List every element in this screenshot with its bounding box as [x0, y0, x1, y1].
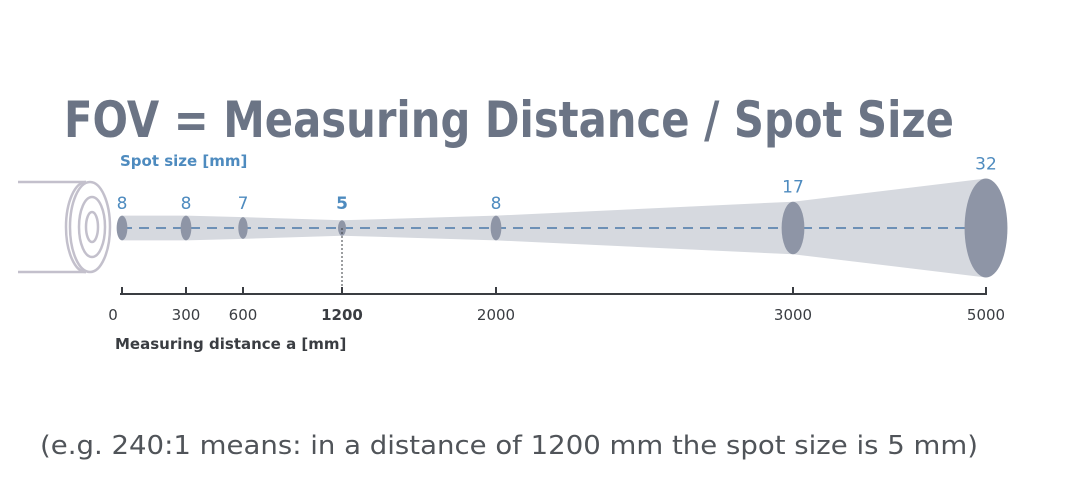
tick-label-5000: 5000	[967, 306, 1005, 324]
distance-axis-tick-labels: 0 300 600 1200 2000 3000 5000	[108, 306, 1005, 324]
diagram-title: FOV = Measuring Distance / Spot Size	[64, 91, 954, 149]
spot-label-2000: 8	[491, 194, 502, 214]
spot-ellipse-0	[116, 215, 128, 241]
example-caption: (e.g. 240:1 means: in a distance of 1200…	[40, 431, 978, 461]
spot-label-5000: 32	[975, 155, 997, 175]
spot-ellipse-600	[238, 217, 248, 239]
tick-label-600: 600	[229, 306, 258, 324]
spot-ellipse-2000	[490, 215, 502, 241]
spot-label-300: 8	[181, 194, 192, 214]
spot-size-labels: 8 8 7 5 8 17 32	[117, 155, 997, 214]
spot-ellipse-5000	[964, 178, 1008, 278]
spot-ellipse-3000	[781, 201, 805, 255]
spot-ellipse-300	[180, 215, 192, 241]
spot-label-0: 8	[117, 194, 128, 214]
tick-label-300: 300	[172, 306, 201, 324]
tick-label-2000: 2000	[477, 306, 515, 324]
sensor-lens-icon	[18, 180, 112, 274]
distance-axis-ticks	[121, 287, 987, 294]
tick-label-0: 0	[108, 306, 118, 324]
spot-ellipses	[116, 178, 1008, 278]
spot-label-600: 7	[238, 194, 249, 214]
spot-label-3000: 17	[782, 178, 804, 198]
spot-label-1200: 5	[336, 194, 348, 214]
distance-axis-title: Measuring distance a [mm]	[115, 335, 346, 353]
tick-label-1200: 1200	[321, 306, 363, 324]
spot-size-axis-title: Spot size [mm]	[120, 152, 247, 170]
tick-label-3000: 3000	[774, 306, 812, 324]
